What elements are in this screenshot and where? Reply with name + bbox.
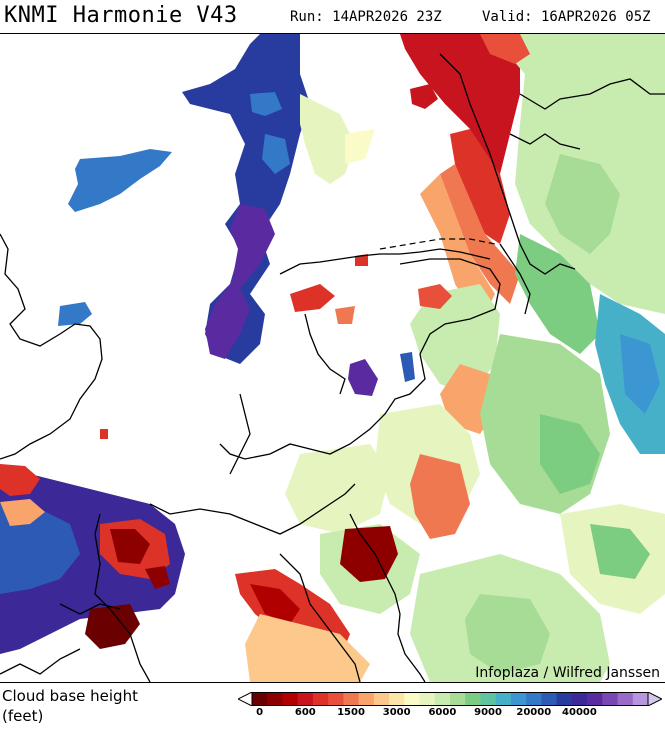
legend-swatch	[404, 692, 421, 706]
legend-ticks: 0 600 1500 3000 6000 9000 20000 40000	[238, 707, 662, 723]
legend-title-line2: (feet)	[2, 707, 44, 725]
legend-swatch	[526, 692, 542, 706]
map-canvas: Infoplaza / Wilfred Janssen	[0, 34, 665, 682]
legend-tick-label: 600	[294, 707, 316, 718]
legend-swatch	[632, 692, 649, 706]
cloud-field-netherlands-coast	[100, 84, 452, 439]
border-dashed	[379, 238, 496, 250]
legend-swatch	[541, 692, 558, 706]
legend-min-arrow	[238, 692, 253, 706]
legend-tick-label: 40000	[562, 707, 597, 718]
chart-title: KNMI Harmonie V43	[4, 3, 238, 28]
cloud-field-south	[235, 284, 665, 682]
legend-title-line1: Cloud base height	[2, 687, 138, 705]
cloud-field-high	[58, 34, 415, 396]
map-credit: Infoplaza / Wilfred Janssen	[475, 665, 660, 681]
legend-swatch	[617, 692, 634, 706]
legend-swatch	[587, 692, 603, 706]
legend-swatch	[450, 692, 466, 706]
legend-swatch	[297, 692, 314, 706]
legend-swatch	[373, 692, 390, 706]
legend-swatch	[358, 692, 375, 706]
legend-tick-label: 0	[256, 707, 264, 718]
legend-tick-label: 1500	[337, 707, 365, 718]
weather-map: Infoplaza / Wilfred Janssen	[0, 33, 665, 683]
cloud-field-low-northeast	[400, 34, 665, 454]
legend-swatch	[556, 692, 573, 706]
legend-swatch	[465, 692, 481, 706]
valid-time: Valid: 16APR2026 05Z	[482, 9, 651, 25]
legend-swatch	[495, 692, 512, 706]
legend-swatch	[267, 692, 283, 706]
header: KNMI Harmonie V43 Run: 14APR2026 23Z Val…	[0, 0, 665, 33]
legend-swatch	[510, 692, 527, 706]
legend-swatch	[571, 692, 588, 706]
legend-swatch	[328, 692, 344, 706]
legend-title: Cloud base height (feet)	[2, 686, 138, 726]
legend-tick-label: 9000	[474, 707, 502, 718]
legend-tick-label: 3000	[382, 707, 411, 718]
legend-border	[251, 692, 649, 706]
cloud-field-southwest	[0, 464, 185, 654]
legend-swatch	[343, 692, 360, 706]
legend-swatch	[434, 692, 451, 706]
legend-swatch	[602, 692, 619, 706]
legend-tick-label: 20000	[516, 707, 552, 718]
legend-tick-label: 6000	[428, 707, 457, 718]
legend-max-arrow	[647, 692, 662, 706]
legend-swatch	[312, 692, 329, 706]
legend-swatch	[480, 692, 497, 706]
legend-swatch	[419, 692, 436, 706]
legend-swatch	[282, 692, 299, 706]
legend-color-scale	[238, 692, 662, 706]
legend-swatch	[252, 692, 268, 706]
legend-swatch	[389, 692, 405, 706]
run-time: Run: 14APR2026 23Z	[290, 9, 442, 25]
coastlines	[0, 53, 665, 682]
